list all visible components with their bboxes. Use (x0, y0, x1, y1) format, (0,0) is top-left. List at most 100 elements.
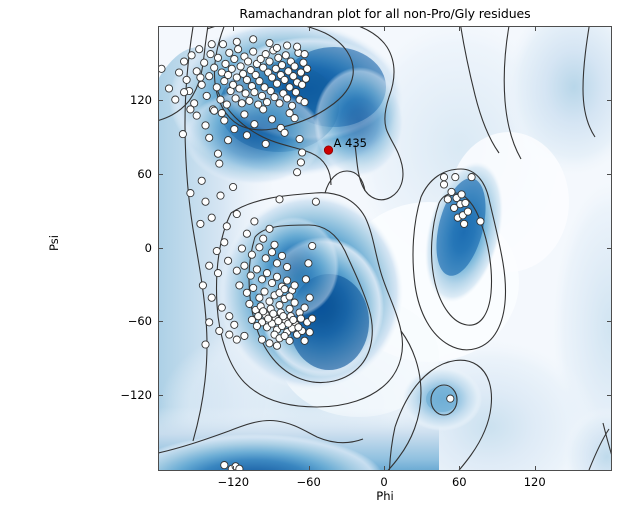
scatter-point (224, 136, 233, 145)
scatter-point (296, 158, 305, 167)
scatter-point (274, 317, 283, 326)
scatter-point (224, 70, 233, 80)
scatter-point (205, 261, 214, 270)
scatter-point (229, 182, 238, 192)
scatter-point (247, 315, 256, 324)
scatter-point (241, 89, 250, 98)
scatter-point (201, 340, 210, 349)
scatter-point (242, 229, 251, 238)
scatter-point (249, 47, 258, 56)
y-tickmark-right (607, 247, 611, 249)
scatter-point (229, 80, 238, 89)
scatter-point (249, 283, 258, 292)
scatter-points (159, 35, 485, 470)
scatter-point (237, 244, 246, 253)
page-title: Ramachandran plot for all non-Pro/Gly re… (239, 6, 531, 21)
scatter-point (207, 40, 216, 49)
x-tick-label: 60 (451, 475, 467, 489)
x-tickmark (233, 466, 235, 470)
scatter-point (240, 110, 249, 119)
scatter-point (267, 278, 277, 288)
scatter-point (213, 53, 223, 62)
scatter-point (308, 241, 317, 251)
scatter-point (260, 287, 269, 296)
scatter-point (230, 125, 239, 134)
scatter-point (293, 42, 302, 51)
scatter-point (210, 106, 219, 115)
scatter-point (293, 168, 302, 177)
scatter-point (300, 50, 309, 59)
scatter-point (460, 219, 469, 228)
scatter-point (280, 331, 289, 340)
scatter-point (274, 53, 283, 62)
x-tickmark-top (459, 27, 461, 31)
scatter-point (280, 285, 289, 294)
scatter-point (305, 328, 314, 337)
scatter-point (218, 40, 228, 49)
scatter-point (289, 315, 298, 324)
scatter-point (255, 77, 264, 86)
scatter-point (259, 63, 268, 72)
density-contour-plot (159, 27, 611, 470)
scatter-point (213, 149, 223, 158)
scatter-point (232, 209, 241, 219)
scatter-point (232, 37, 241, 46)
x-tick-label: 0 (380, 475, 388, 489)
scatter-point (205, 72, 214, 81)
scatter-point (207, 213, 216, 222)
scatter-point (283, 41, 292, 50)
scatter-point (291, 88, 300, 97)
scatter-point (289, 72, 298, 81)
scatter-point (272, 79, 282, 88)
scatter-point (255, 293, 264, 302)
x-tickmark-top (534, 27, 536, 31)
scatter-point (240, 331, 249, 340)
scatter-point (254, 100, 263, 109)
scatter-point (205, 133, 214, 142)
scatter-point (467, 173, 476, 182)
scatter-point (254, 312, 263, 321)
scatter-point (220, 238, 229, 247)
y-tickmark (159, 173, 163, 175)
scatter-point (220, 116, 229, 125)
scatter-point (446, 394, 455, 403)
y-tick-label: −60 (127, 314, 152, 329)
scatter-point (235, 281, 244, 290)
scatter-point (260, 83, 269, 92)
x-tick-label: 120 (523, 475, 546, 489)
contour-lines (159, 27, 611, 470)
scatter-point (295, 134, 304, 144)
scatter-point (265, 297, 274, 306)
scatter-point (280, 75, 289, 84)
scatter-point (279, 312, 288, 321)
scatter-point (171, 95, 180, 104)
scatter-point (222, 222, 231, 231)
scatter-point (301, 275, 310, 284)
x-tick-label: −120 (217, 475, 250, 489)
x-tickmark (534, 466, 536, 470)
scatter-point (222, 100, 231, 109)
scatter-point (242, 288, 251, 297)
scatter-point (261, 50, 270, 59)
scatter-point (246, 271, 255, 280)
annotation-marker[interactable] (323, 145, 334, 155)
scatter-point (272, 272, 282, 281)
scatter-point (175, 68, 184, 77)
scatter-point (206, 50, 215, 59)
scatter-point (227, 64, 236, 73)
scatter-point (267, 73, 277, 82)
scatter-point (280, 128, 289, 137)
scatter-point (439, 180, 449, 189)
scatter-point (250, 120, 259, 129)
scatter-point (249, 35, 258, 44)
scatter-point (257, 91, 267, 100)
scatter-point (196, 219, 205, 228)
x-tickmark (459, 466, 461, 470)
scatter-point (230, 320, 239, 329)
scatter-point (272, 259, 282, 268)
scatter-point (288, 101, 297, 110)
scatter-point (267, 248, 277, 257)
scatter-point (230, 54, 239, 64)
scatter-point (265, 339, 274, 348)
scatter-point (290, 114, 299, 123)
